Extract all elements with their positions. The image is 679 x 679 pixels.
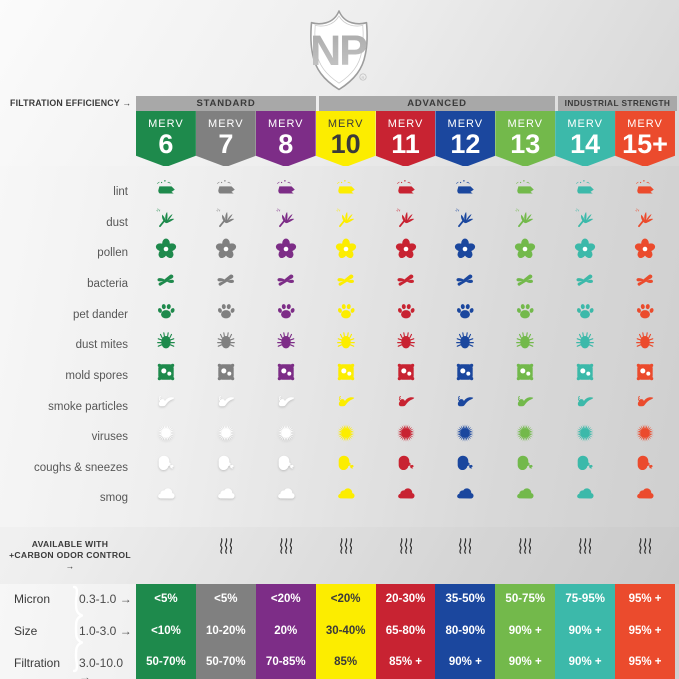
svg-text:R: R (362, 75, 365, 80)
svg-text:NP: NP (310, 27, 367, 75)
